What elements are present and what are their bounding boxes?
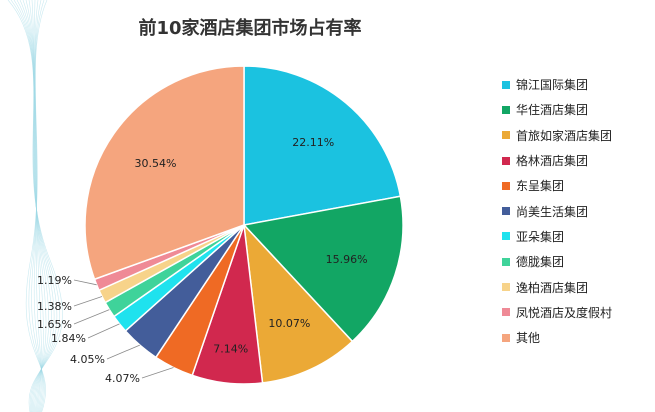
pie-slice (243, 65, 402, 226)
legend-swatch (502, 308, 510, 317)
legend-item: 东呈集团 (502, 173, 652, 198)
legend-label: 德胧集团 (516, 255, 565, 270)
legend-swatch (502, 105, 510, 114)
legend-item: 尚美生活集团 (502, 198, 652, 223)
legend-swatch (502, 156, 510, 165)
legend-label: 凤悦酒店及度假村 (516, 305, 613, 320)
slice-data-label: 4.07% (105, 372, 140, 385)
legend-swatch (502, 131, 510, 140)
label-leader-line (87, 323, 120, 339)
legend-label: 其他 (516, 331, 541, 346)
legend-swatch (502, 283, 510, 292)
legend-label: 华住酒店集团 (516, 103, 589, 118)
legend-swatch (502, 207, 510, 216)
chart-title: 前10家酒店集团市场占有率 (138, 18, 362, 39)
legend-item: 逸柏酒店集团 (502, 274, 652, 299)
pie-slice (84, 65, 245, 281)
slice-data-label: 10.07% (268, 317, 310, 330)
slice-data-label: 30.54% (135, 157, 177, 170)
legend-item: 其他 (502, 325, 652, 350)
legend-item: 凤悦酒店及度假村 (502, 300, 652, 325)
slice-data-label: 1.19% (37, 274, 72, 287)
slice-data-label: 4.05% (70, 353, 105, 366)
legend-swatch (502, 257, 510, 266)
legend-label: 锦江国际集团 (516, 78, 589, 93)
legend-label: 逸柏酒店集团 (516, 280, 589, 295)
legend-swatch (502, 80, 510, 89)
slice-data-label: 22.11% (292, 136, 334, 149)
legend-item: 德胧集团 (502, 249, 652, 274)
slice-data-label: 1.84% (51, 332, 86, 345)
slice-data-label: 15.96% (326, 253, 368, 266)
legend-label: 首旅如家酒店集团 (516, 128, 613, 143)
label-leader-line (141, 367, 174, 379)
legend-label: 东呈集团 (516, 179, 565, 194)
legend-swatch (502, 333, 510, 342)
pie-slice (242, 222, 354, 384)
legend-label: 尚美生活集团 (516, 204, 589, 219)
pie-plot-area: 22.11%15.96%10.07%7.14%4.07%4.05%1.84%1.… (37, 65, 404, 385)
pie-slice (242, 195, 404, 343)
legend-swatch (502, 181, 510, 190)
legend-item: 亚朵集团 (502, 224, 652, 249)
slice-data-label: 7.14% (213, 342, 248, 355)
legend-item: 首旅如家酒店集团 (502, 123, 652, 148)
decorative-mesh-graphic (7, 0, 63, 412)
slice-data-label: 1.38% (37, 300, 72, 313)
label-leader-line (73, 296, 103, 307)
legend-swatch (502, 232, 510, 241)
legend-item: 格林酒店集团 (502, 148, 652, 173)
label-leader-line (73, 279, 97, 286)
label-leader-line (106, 344, 140, 360)
legend-label: 格林酒店集团 (516, 154, 589, 169)
legend-item: 华住酒店集团 (502, 97, 652, 122)
legend: 锦江国际集团 华住酒店集团首旅如家酒店集团 格林酒店集团 东呈集团尚美生活集团 亚朵集团… (502, 72, 652, 350)
slice-data-label: 1.65% (37, 318, 72, 331)
legend-label: 亚朵集团 (516, 229, 565, 244)
legend-item: 锦江国际集团 (502, 72, 652, 97)
decorative-mesh-line (25, 0, 48, 412)
label-leader-line (73, 309, 110, 325)
